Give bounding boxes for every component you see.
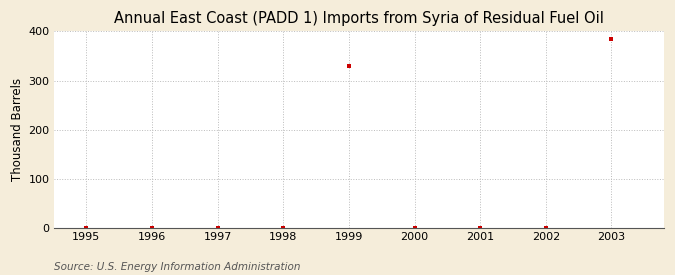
- Y-axis label: Thousand Barrels: Thousand Barrels: [11, 78, 24, 181]
- Text: Source: U.S. Energy Information Administration: Source: U.S. Energy Information Administ…: [54, 262, 300, 272]
- Title: Annual East Coast (PADD 1) Imports from Syria of Residual Fuel Oil: Annual East Coast (PADD 1) Imports from …: [114, 11, 603, 26]
